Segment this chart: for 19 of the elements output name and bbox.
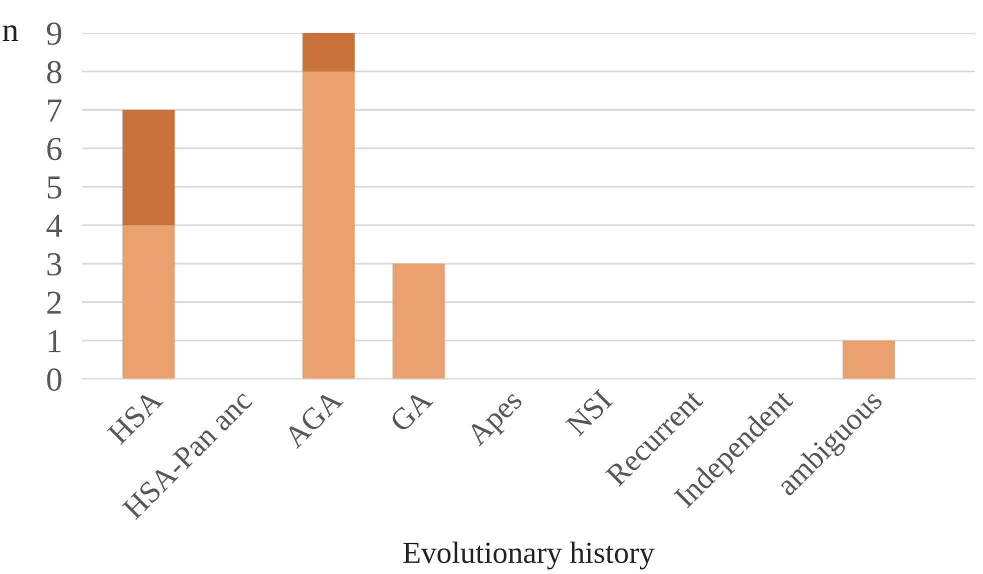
y-tick-label: 5 <box>48 176 62 199</box>
y-tick-label: 8 <box>47 60 62 84</box>
bar <box>842 340 895 379</box>
text: n <box>2 25 18 42</box>
y-tick-label: 7 <box>48 100 62 122</box>
bar <box>122 225 175 379</box>
y-tick-label: 4 <box>46 214 62 237</box>
bar <box>302 71 355 379</box>
y-tick-label: 0 <box>47 368 62 391</box>
bar <box>392 264 445 379</box>
bar <box>122 110 175 226</box>
y-tick-label: 6 <box>47 138 62 160</box>
y-tick-label: 3 <box>47 253 62 276</box>
bar <box>302 33 355 72</box>
y-tick-label: 2 <box>47 292 61 314</box>
y-tick-label: 9 <box>46 22 62 45</box>
x-axis-title: Evolutionary history <box>403 542 654 570</box>
x-tick-label: GA <box>389 388 434 433</box>
y-tick-label: 1 <box>48 330 61 352</box>
